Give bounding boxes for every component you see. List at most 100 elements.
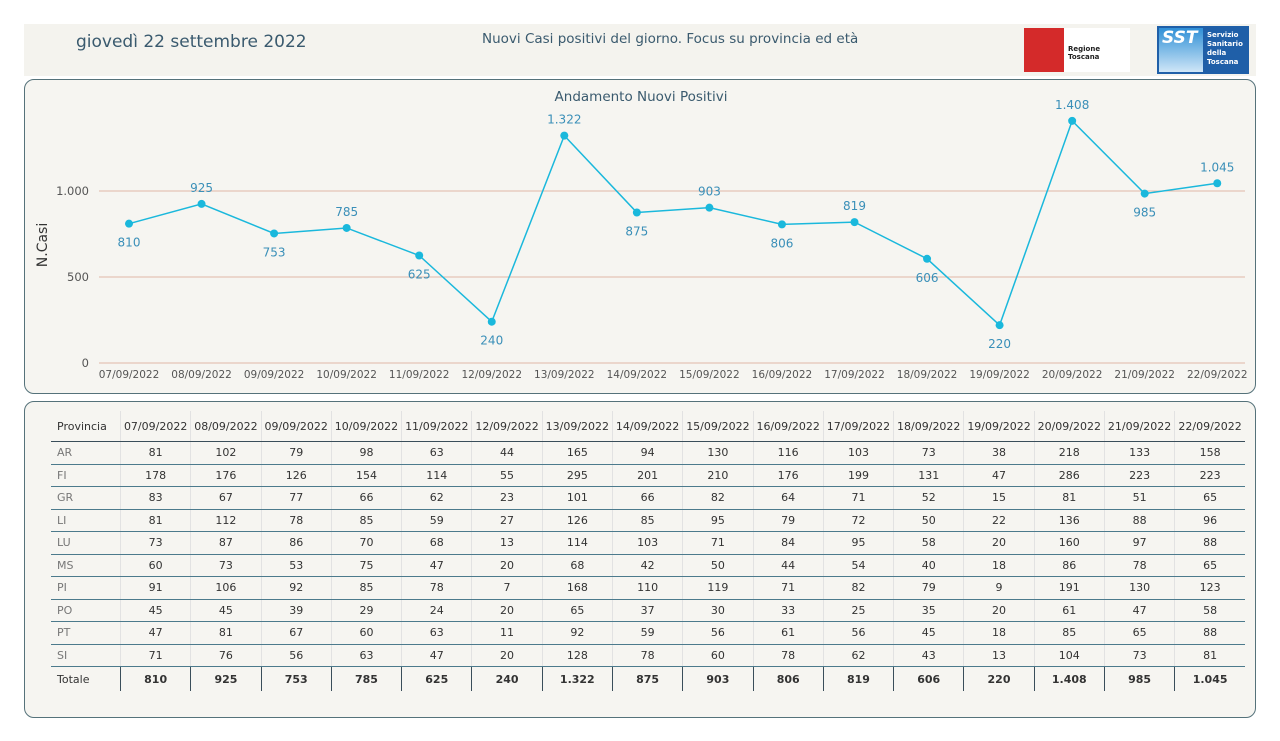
data-point bbox=[487, 317, 496, 326]
value-cell: 223 bbox=[1103, 464, 1175, 487]
table-row: GR 83 67 77 66 62 23 101 66 82 64 71 52 15 81 51 65 bbox=[51, 486, 1245, 510]
value-cell: 130 bbox=[682, 441, 754, 465]
header-date: 15/09/2022 bbox=[682, 411, 754, 442]
value-cell: 65 bbox=[1103, 621, 1175, 645]
value-cell: 103 bbox=[822, 441, 894, 465]
data-label: 785 bbox=[335, 205, 358, 219]
value-cell: 81 bbox=[1033, 486, 1105, 510]
value-cell: 18 bbox=[963, 554, 1035, 577]
value-cell: 11 bbox=[471, 621, 543, 645]
value-cell: 39 bbox=[260, 599, 332, 622]
report-date: giovedì 22 settembre 2022 bbox=[76, 32, 307, 52]
value-cell: 71 bbox=[119, 644, 191, 667]
value-cell: 75 bbox=[330, 554, 402, 577]
total-cell: 625 bbox=[401, 666, 472, 691]
value-cell: 95 bbox=[822, 531, 894, 555]
value-cell: 136 bbox=[1033, 509, 1105, 532]
total-cell: 903 bbox=[682, 666, 754, 691]
value-cell: 50 bbox=[682, 554, 754, 577]
value-cell: 47 bbox=[401, 554, 472, 577]
data-label: 925 bbox=[190, 181, 213, 195]
value-cell: 35 bbox=[893, 599, 964, 622]
value-cell: 78 bbox=[260, 509, 332, 532]
value-cell: 128 bbox=[541, 644, 613, 667]
regione-toscana-logo: Regione Toscana bbox=[1024, 28, 1130, 72]
value-cell: 65 bbox=[541, 599, 613, 622]
value-cell: 178 bbox=[119, 464, 191, 487]
value-cell: 30 bbox=[682, 599, 754, 622]
province-cell: AR bbox=[51, 441, 121, 465]
value-cell: 77 bbox=[260, 486, 332, 510]
header-date: 14/09/2022 bbox=[611, 411, 683, 442]
value-cell: 114 bbox=[541, 531, 613, 555]
value-cell: 86 bbox=[1033, 554, 1105, 577]
data-label: 606 bbox=[916, 271, 939, 285]
value-cell: 92 bbox=[541, 621, 613, 645]
x-tick-label: 08/09/2022 bbox=[171, 369, 232, 381]
value-cell: 27 bbox=[471, 509, 543, 532]
total-cell: 753 bbox=[260, 666, 332, 691]
header-date: 19/09/2022 bbox=[963, 411, 1035, 442]
data-point bbox=[777, 220, 786, 229]
value-cell: 59 bbox=[401, 509, 472, 532]
value-cell: 102 bbox=[190, 441, 262, 465]
value-cell: 23 bbox=[471, 486, 543, 510]
data-label: 810 bbox=[118, 236, 141, 250]
header-date: 12/09/2022 bbox=[471, 411, 543, 442]
value-cell: 20 bbox=[471, 599, 543, 622]
value-cell: 65 bbox=[1174, 554, 1245, 577]
value-cell: 25 bbox=[822, 599, 894, 622]
data-point bbox=[705, 203, 714, 212]
table-row: PT 47 81 67 60 63 11 92 59 56 61 56 45 18 85 65 88 bbox=[51, 621, 1245, 645]
x-tick-label: 21/09/2022 bbox=[1114, 369, 1175, 381]
x-tick-label: 16/09/2022 bbox=[752, 369, 813, 381]
value-cell: 63 bbox=[401, 441, 472, 465]
value-cell: 160 bbox=[1033, 531, 1105, 555]
value-cell: 82 bbox=[822, 576, 894, 600]
value-cell: 52 bbox=[893, 486, 964, 510]
value-cell: 78 bbox=[752, 644, 824, 667]
chart-panel: Andamento Nuovi Positivi N.Casi 0 500 1.000 0… bbox=[24, 79, 1256, 394]
x-tick-label: 13/09/2022 bbox=[534, 369, 595, 381]
data-label: 903 bbox=[698, 185, 721, 199]
data-label: 240 bbox=[480, 334, 503, 348]
sst-logo-full: Servizio Sanitario della Toscana bbox=[1207, 31, 1243, 66]
value-cell: 56 bbox=[682, 621, 754, 645]
value-cell: 104 bbox=[1033, 644, 1105, 667]
value-cell: 70 bbox=[330, 531, 402, 555]
table-row: PO 45 45 39 29 24 20 65 37 30 33 25 35 20 61 47 58 bbox=[51, 599, 1245, 622]
value-cell: 73 bbox=[1103, 644, 1175, 667]
data-label: 220 bbox=[988, 337, 1011, 351]
data-label: 753 bbox=[263, 245, 286, 259]
value-cell: 61 bbox=[1033, 599, 1105, 622]
value-cell: 114 bbox=[401, 464, 472, 487]
value-cell: 73 bbox=[119, 531, 191, 555]
value-cell: 85 bbox=[1033, 621, 1105, 645]
table-row: SI 71 76 56 63 47 20 128 78 60 78 62 43 13 104 73 81 bbox=[51, 644, 1245, 667]
value-cell: 24 bbox=[401, 599, 472, 622]
value-cell: 67 bbox=[190, 486, 262, 510]
total-cell: 220 bbox=[963, 666, 1035, 691]
value-cell: 81 bbox=[119, 509, 191, 532]
province-cell: LU bbox=[51, 531, 121, 555]
value-cell: 123 bbox=[1174, 576, 1245, 600]
value-cell: 78 bbox=[1103, 554, 1175, 577]
data-label: 625 bbox=[408, 268, 431, 282]
value-cell: 38 bbox=[963, 441, 1035, 465]
sst-logo-image bbox=[1159, 28, 1203, 72]
province-cell: PI bbox=[51, 576, 121, 600]
data-label: 875 bbox=[625, 225, 648, 239]
value-cell: 83 bbox=[119, 486, 191, 510]
x-tick-label: 12/09/2022 bbox=[461, 369, 522, 381]
value-cell: 96 bbox=[1174, 509, 1245, 532]
value-cell: 79 bbox=[260, 441, 332, 465]
total-cell: 785 bbox=[330, 666, 402, 691]
x-tick-label: 18/09/2022 bbox=[897, 369, 958, 381]
value-cell: 126 bbox=[541, 509, 613, 532]
value-cell: 201 bbox=[611, 464, 683, 487]
value-cell: 13 bbox=[471, 531, 543, 555]
value-cell: 7 bbox=[471, 576, 543, 600]
header-date: 21/09/2022 bbox=[1103, 411, 1175, 442]
value-cell: 45 bbox=[893, 621, 964, 645]
total-label: Totale bbox=[57, 672, 90, 686]
